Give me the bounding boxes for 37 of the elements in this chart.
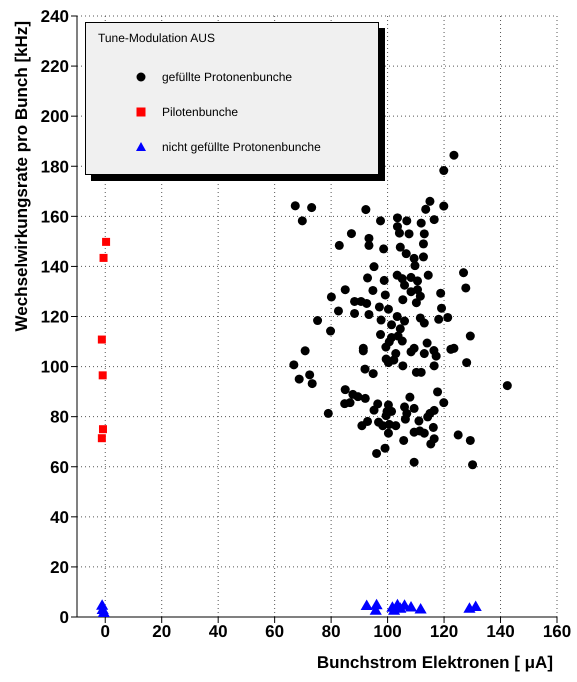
legend-label: Pilotenbunche — [162, 104, 238, 118]
point — [98, 336, 106, 344]
point — [102, 238, 110, 246]
y-tick-label: 200 — [40, 107, 69, 126]
y-tick-label: 80 — [50, 408, 69, 427]
y-tick-label: 220 — [40, 57, 69, 76]
x-tick-label: 80 — [322, 622, 341, 642]
x-tick-label: 0 — [100, 622, 110, 642]
x-tick-label: 120 — [430, 622, 458, 642]
point — [100, 254, 108, 262]
point — [414, 602, 427, 614]
y-tick-label: 120 — [40, 308, 69, 327]
y-tick-label: 100 — [40, 358, 69, 377]
x-tick-label: 100 — [373, 622, 402, 642]
x-tick-label: 140 — [486, 622, 515, 642]
y-tick-label: 140 — [40, 257, 69, 276]
y-tick-label: 0 — [60, 608, 69, 628]
point — [404, 600, 418, 612]
x-tick-label: 20 — [152, 622, 172, 642]
point — [98, 371, 107, 380]
y-tick-label: 160 — [40, 207, 69, 226]
legend-label: gefüllte Protonenbunche — [162, 70, 292, 84]
y-tick-label: 40 — [50, 508, 69, 527]
point — [360, 599, 373, 610]
legend-title: Tune-Modulation AUS — [98, 31, 216, 45]
y-tick-label: 180 — [40, 157, 69, 176]
y-tick-label: 240 — [40, 7, 69, 26]
x-tick-label: 60 — [265, 622, 284, 642]
x-tick-label: 40 — [208, 622, 228, 642]
y-tick-label: 60 — [50, 458, 69, 477]
x-axis-title: Bunchstrom Elektronen [ μA] — [316, 653, 553, 672]
point — [98, 425, 107, 434]
point — [98, 434, 106, 442]
y-axis-title: Wechselwirkungsrate pro Bunch [kHz] — [12, 21, 32, 332]
legend-label: nicht gefüllte Protonenbunche — [162, 140, 321, 154]
y-tick-label: 20 — [50, 558, 69, 577]
x-tick-label: 160 — [542, 622, 572, 642]
